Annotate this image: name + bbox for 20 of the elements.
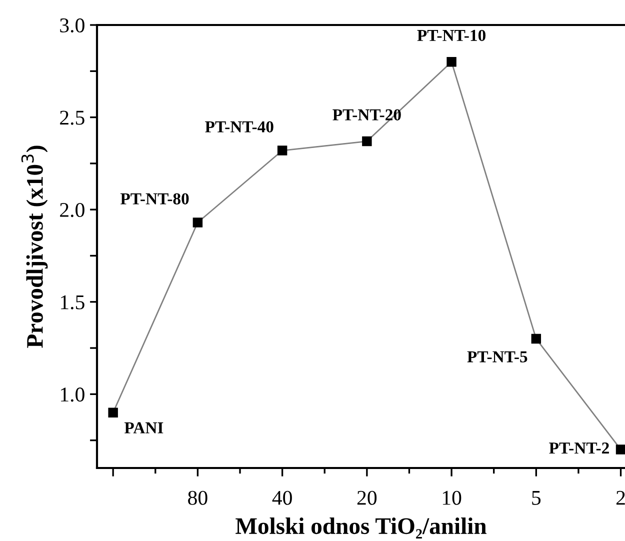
annotation: PT-NT-2 (549, 442, 609, 454)
annotation: PT-NT-5 (467, 351, 528, 362)
y-tick-label: 3.0 (60, 18, 84, 33)
y-tick-label: 2.0 (60, 202, 84, 218)
x-tick-label: 20 (357, 490, 377, 505)
y-tick-label: 2.5 (60, 110, 84, 125)
x-tick-label: 80 (188, 490, 208, 505)
annotation: PT-NT-20 (332, 109, 401, 120)
annotation: PT-NT-80 (120, 193, 189, 204)
x-axis-title: Molski odnos TiO₂/anilin (236, 517, 486, 539)
x-tick-label: 40 (272, 490, 292, 505)
annotation: PT-NT-40 (205, 121, 274, 132)
x-tick-label: 10 (442, 490, 462, 505)
y-tick-label: 1.5 (60, 295, 84, 310)
x-tick-label: 5 (532, 491, 541, 505)
y-tick-label: 1.0 (60, 388, 84, 402)
annotation: PANI (124, 422, 164, 434)
annotation: PT-NT-10 (417, 30, 486, 42)
y-axis-title: Provodljivost (x10$^{3}$) (21, 146, 48, 348)
x-tick-label: 2 (616, 490, 625, 505)
